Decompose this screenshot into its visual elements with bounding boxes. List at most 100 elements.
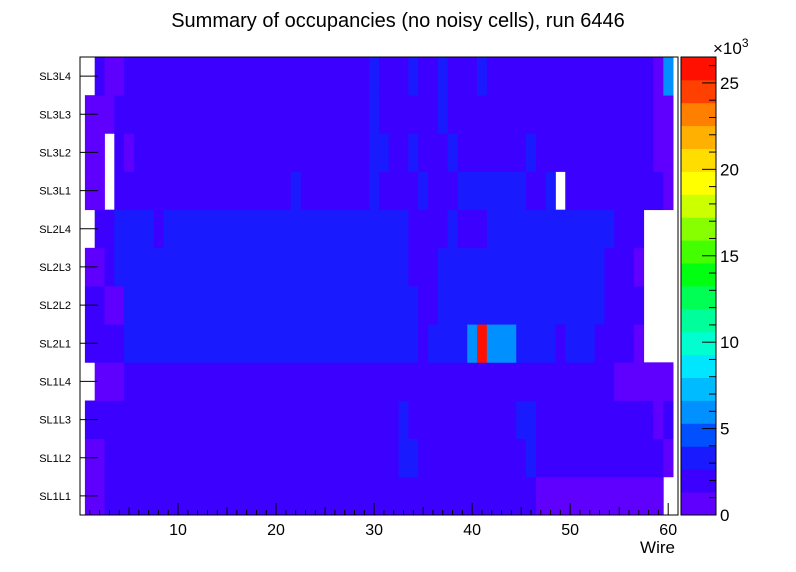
heatmap-cells [84, 57, 674, 516]
cell-sl3l1-8 [428, 171, 458, 211]
cell-sl1l2-5 [535, 438, 664, 478]
cell-sl1l3-3 [516, 400, 537, 440]
cell-sl3l2-8 [418, 133, 449, 172]
cell-sl3l4-13 [663, 57, 674, 96]
cell-sl3l1-7 [418, 171, 429, 211]
cell-sl3l2-10 [457, 133, 527, 172]
y-tick-label: SL2L3 [39, 262, 71, 274]
cell-sl2l1-9 [565, 324, 596, 363]
z-tick-label: 15 [720, 247, 739, 266]
cell-sl3l1-9 [457, 171, 527, 211]
cell-sl1l2-3 [418, 438, 527, 478]
cell-sl3l1-6 [379, 171, 419, 211]
y-tick-label: SL1L3 [39, 415, 71, 427]
z-tick-label: 10 [720, 333, 739, 352]
cell-sl2l2-3 [418, 286, 439, 325]
cell-sl3l4-3 [124, 57, 370, 96]
color-scale-band [681, 217, 716, 241]
cell-sl2l1-4 [467, 324, 478, 363]
color-scale-band [681, 492, 716, 516]
cell-sl3l1-4 [300, 171, 370, 211]
cell-sl2l4-7 [457, 209, 488, 249]
cell-sl3l3-3 [379, 95, 439, 134]
color-scale-band [681, 194, 716, 218]
color-scale-band [681, 125, 716, 149]
color-scale-band [681, 400, 716, 424]
cell-sl3l2-3 [124, 133, 135, 172]
cell-sl3l3-2 [369, 95, 380, 134]
cell-sl1l1-1 [104, 476, 537, 516]
cell-sl3l1-5 [369, 171, 380, 211]
cell-sl3l3-5 [447, 95, 654, 134]
color-scale-band [681, 308, 716, 333]
cell-sl2l1-2 [418, 324, 429, 363]
cell-sl1l3-6 [663, 400, 674, 440]
cell-sl3l4-5 [379, 57, 409, 96]
cell-sl3l2-11 [526, 133, 537, 172]
cell-sl2l2-4 [437, 286, 605, 325]
cell-sl2l1-6 [486, 324, 517, 363]
cell-sl2l3-2 [114, 247, 409, 287]
z-tick-label: 25 [720, 74, 739, 93]
cell-sl3l1-11 [545, 171, 556, 211]
cell-sl3l4-6 [408, 57, 419, 96]
cell-sl3l4-1 [94, 57, 105, 96]
y-tick-label: SL2L2 [39, 300, 71, 312]
y-tick-label: SL3L3 [39, 109, 71, 121]
cell-sl3l2-4 [133, 133, 370, 172]
cell-sl2l1-11 [633, 324, 645, 363]
cell-sl3l2-12 [535, 133, 654, 172]
cell-sl2l4-3 [153, 209, 164, 249]
color-scale: 0 5 10 15 20 25 [680, 56, 739, 525]
cell-sl2l2-2 [124, 286, 419, 325]
x-tick-label: 20 [267, 522, 285, 539]
cell-sl2l4-8 [486, 209, 615, 249]
cell-sl1l2-4 [526, 438, 537, 478]
cell-sl3l4-7 [418, 57, 439, 96]
color-scale-band [681, 331, 716, 356]
cell-sl2l1-10 [594, 324, 635, 363]
cell-sl2l3-1 [104, 247, 115, 287]
cell-sl2l3-3 [408, 247, 439, 287]
cell-sl1l3-0 [84, 400, 400, 440]
z-tick-label: 20 [720, 160, 739, 179]
z-multiplier-exponent: 3 [742, 36, 749, 50]
y-tick-label: SL3L2 [39, 147, 71, 159]
x-tick-label: 10 [169, 522, 187, 539]
color-scale-band [681, 263, 716, 287]
y-tick-label: SL2L1 [39, 338, 71, 350]
cell-sl3l4-12 [653, 57, 664, 96]
cell-sl2l1-8 [555, 324, 566, 363]
color-scale-band [681, 377, 716, 401]
cell-sl2l4-9 [614, 209, 645, 249]
cell-sl3l4-4 [369, 57, 380, 96]
y-tick-label: SL1L4 [39, 376, 71, 388]
cell-sl2l3-5 [604, 247, 635, 287]
cell-sl1l4-1 [94, 362, 125, 401]
x-tick-label: 60 [659, 522, 677, 539]
x-axis-label: Wire [640, 538, 675, 557]
z-axis-multiplier: ×103 [713, 36, 749, 58]
plot-frame [79, 56, 679, 516]
cell-sl3l2-7 [408, 133, 419, 172]
cell-sl3l3-1 [114, 95, 370, 134]
cell-sl3l2-5 [369, 133, 390, 172]
cell-sl3l4-2 [104, 57, 125, 96]
cell-sl2l1-3 [428, 324, 468, 363]
chart-title: Summary of occupancies (no noisy cells),… [171, 10, 625, 32]
cell-sl1l3-4 [535, 400, 654, 440]
cell-sl2l4-4 [163, 209, 409, 249]
cell-sl2l1-7 [516, 324, 556, 363]
cell-sl1l3-2 [408, 400, 517, 440]
color-scale-band [681, 148, 716, 172]
cell-sl2l2-5 [604, 286, 645, 325]
color-scale-band [681, 79, 716, 104]
y-tick-label: SL1L2 [39, 453, 71, 465]
x-tick-label: 50 [561, 522, 579, 539]
cell-sl3l3-6 [653, 95, 674, 134]
cell-sl3l4-8 [437, 57, 449, 96]
cell-sl3l4-9 [447, 57, 478, 96]
cell-sl2l2-1 [104, 286, 125, 325]
color-scale-band [681, 469, 716, 493]
cell-sl3l3-4 [437, 95, 449, 134]
